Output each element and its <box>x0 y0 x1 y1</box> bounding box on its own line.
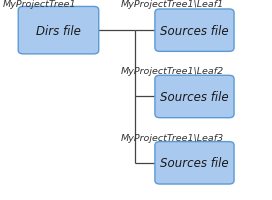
FancyBboxPatch shape <box>18 7 99 55</box>
Text: MyProjectTree1\Leaf1: MyProjectTree1\Leaf1 <box>121 0 224 9</box>
FancyBboxPatch shape <box>155 76 234 118</box>
Text: Dirs file: Dirs file <box>36 25 81 37</box>
Text: Sources file: Sources file <box>160 91 229 103</box>
Text: Sources file: Sources file <box>160 157 229 169</box>
Text: MyProjectTree1\Leaf2: MyProjectTree1\Leaf2 <box>121 67 224 76</box>
Text: MyProjectTree1: MyProjectTree1 <box>3 0 76 9</box>
FancyBboxPatch shape <box>155 10 234 52</box>
Text: Sources file: Sources file <box>160 25 229 37</box>
FancyBboxPatch shape <box>155 142 234 184</box>
Text: MyProjectTree1\Leaf3: MyProjectTree1\Leaf3 <box>121 133 224 142</box>
